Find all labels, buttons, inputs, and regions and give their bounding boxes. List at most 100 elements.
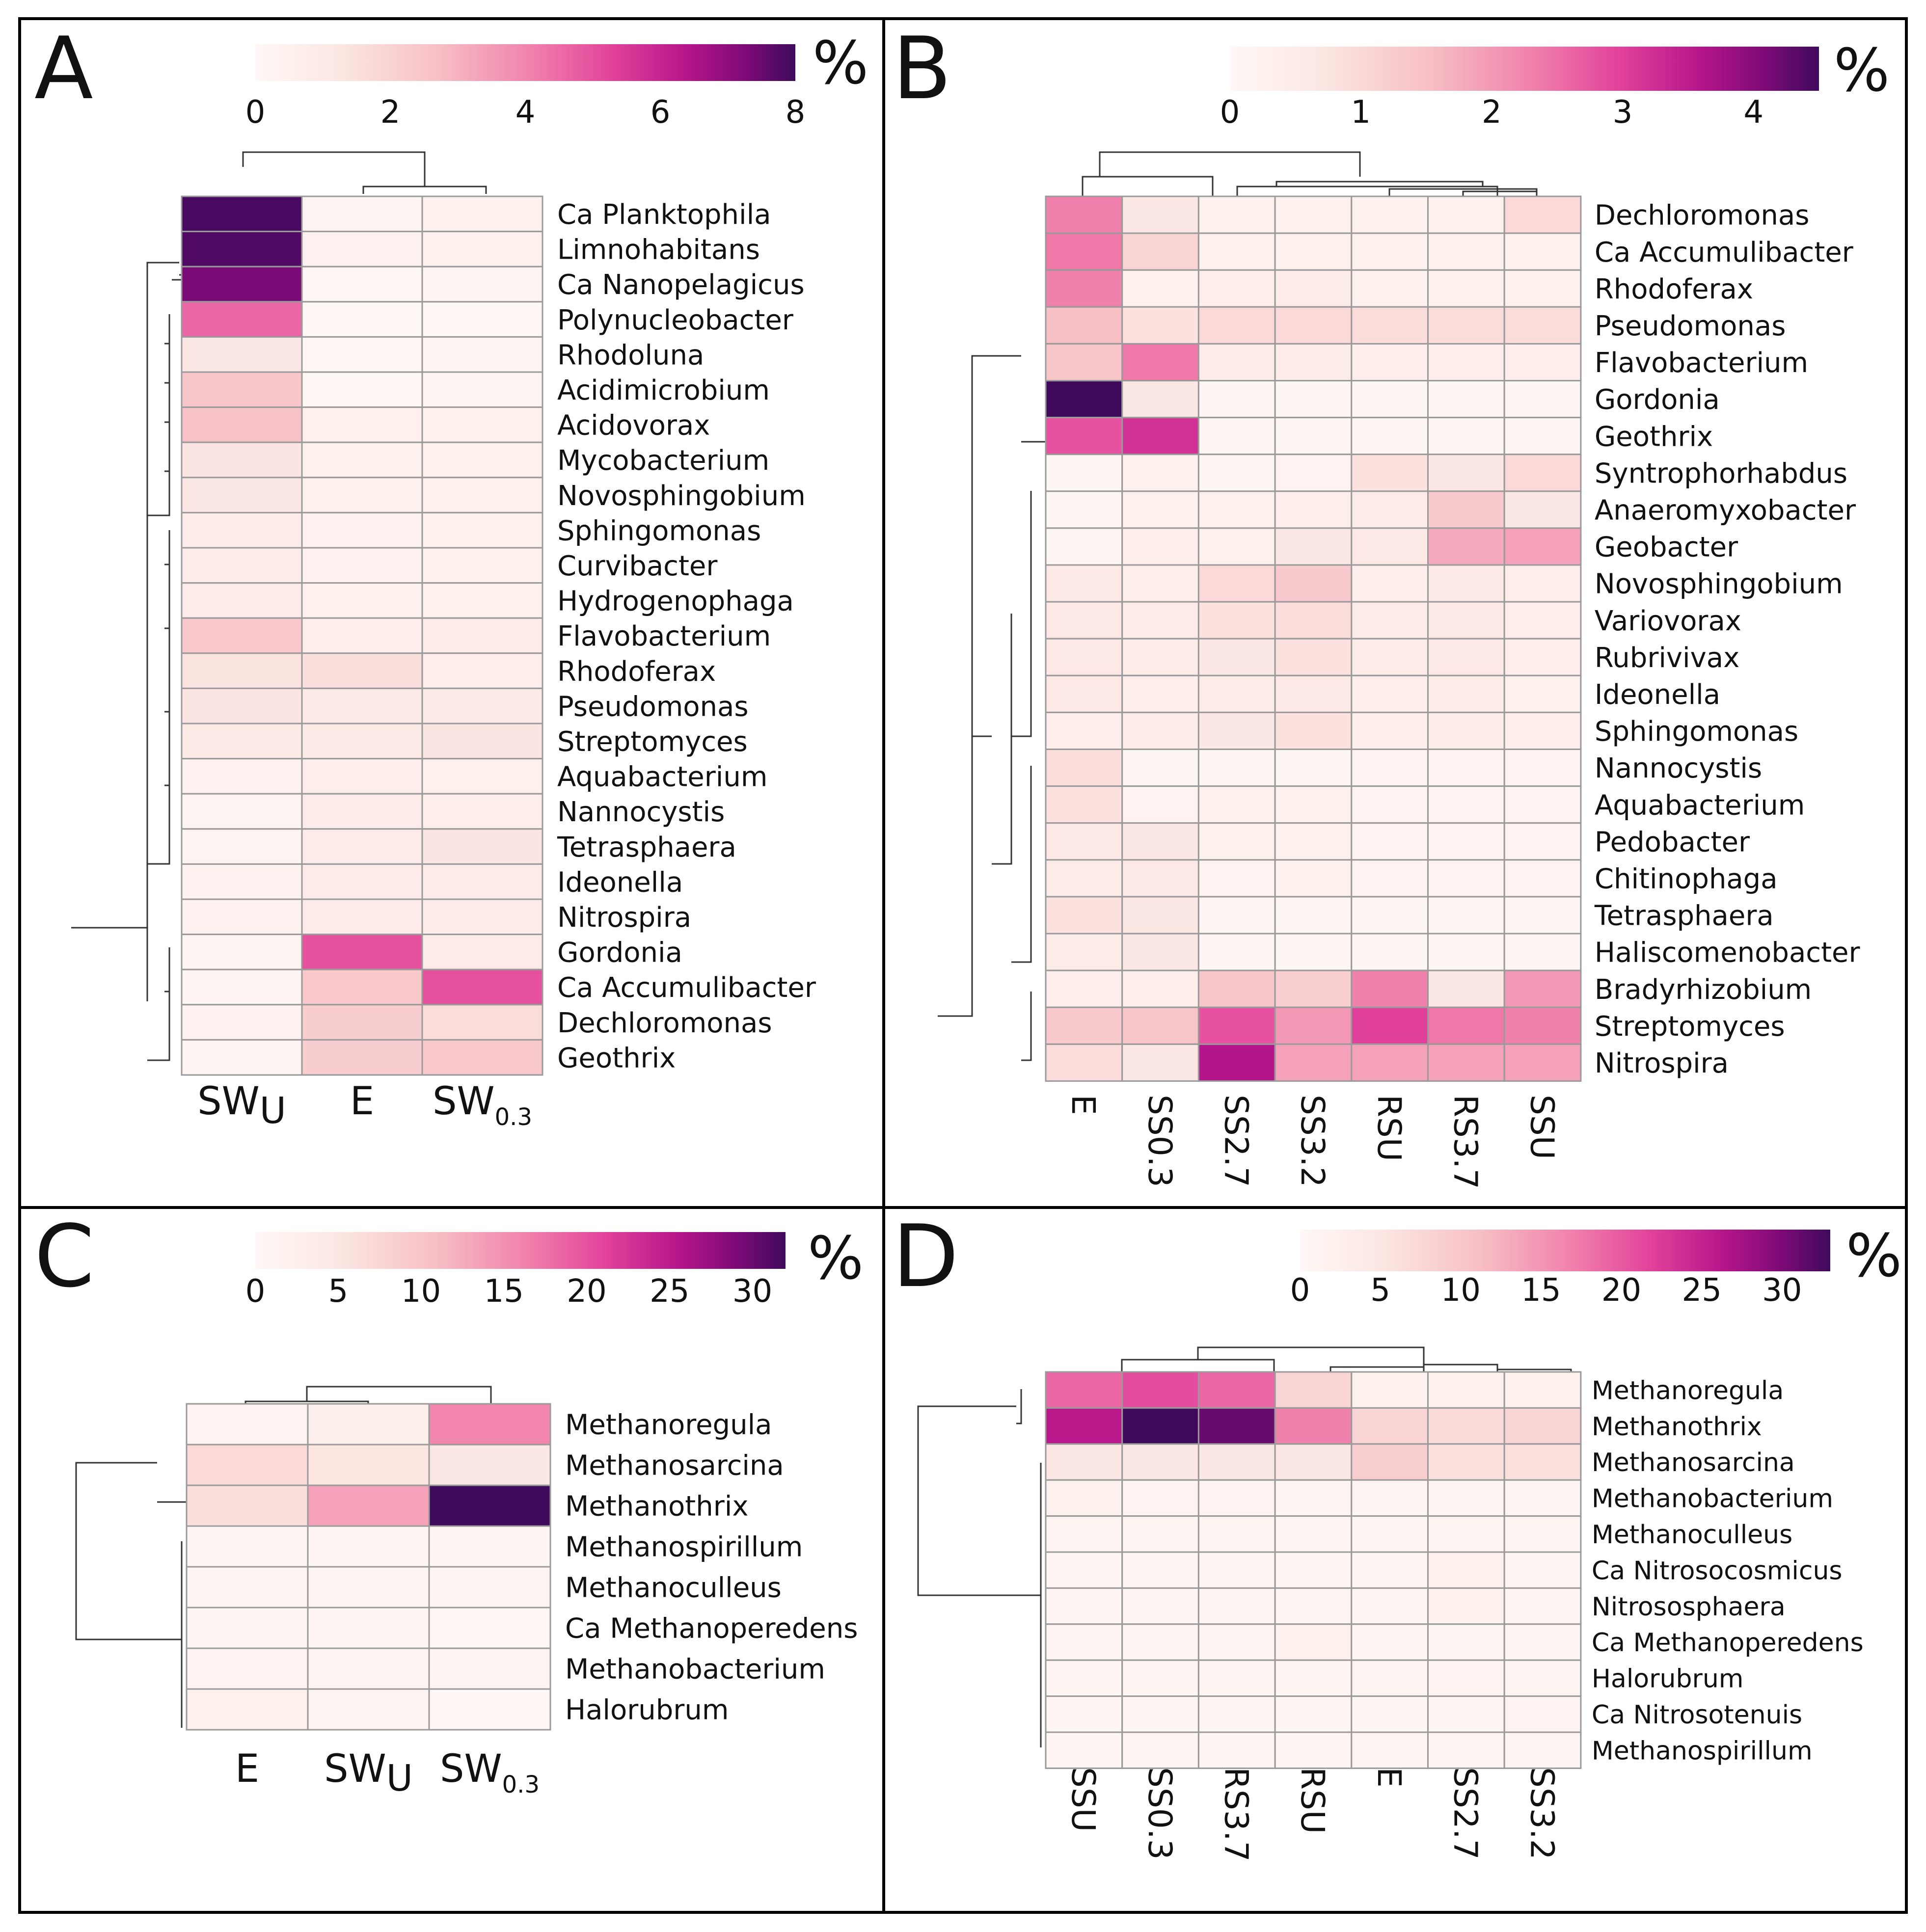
heatmap-cell: [1274, 896, 1353, 935]
heatmap-cell: [1045, 490, 1123, 529]
heatmap-cell: [301, 301, 423, 338]
heatmap-cell: [186, 1566, 309, 1609]
panel-a-dendrograms: [71, 151, 487, 1061]
row-label-ca-nitrosocosmicus: Ca Nitrosocosmicus: [1592, 1556, 1843, 1585]
heatmap-cell: [1121, 601, 1199, 640]
heatmap-cell: [421, 687, 543, 724]
row-label-ca-planktophila: Ca Planktophila: [557, 199, 771, 231]
row-label-rubrivivax: Rubrivivax: [1595, 642, 1739, 674]
heatmap-cell: [181, 863, 303, 900]
heatmap-cell: [1351, 380, 1429, 419]
heatmap-cell: [1274, 195, 1353, 234]
heatmap-cell: [181, 793, 303, 830]
heatmap-cell: [1197, 601, 1276, 640]
heatmap-cell: [301, 828, 423, 865]
heatmap-cell: [1197, 822, 1276, 861]
heatmap-cell: [1045, 1659, 1123, 1697]
heatmap-cell: [1121, 1623, 1199, 1661]
heatmap-cell: [1351, 1371, 1429, 1409]
panel-c-cells: [186, 1403, 551, 1731]
heatmap-cell: [428, 1688, 551, 1731]
heatmap-cell: [1274, 232, 1353, 271]
heatmap-cell: [1503, 896, 1582, 935]
heatmap-cell: [1351, 933, 1429, 971]
heatmap-cell: [1351, 269, 1429, 308]
heatmap-cell: [1351, 638, 1429, 676]
row-label-methanobacterium: Methanobacterium: [1592, 1484, 1833, 1514]
row-label-ca-accumulibacter: Ca Accumulibacter: [557, 972, 816, 1004]
heatmap-cell: [1121, 896, 1199, 935]
panel-b-row-labels: Dechloromonas Ca Accumulibacter Rhodoferax…: [1594, 200, 1861, 1079]
panel-c-scale-ticks: 0 5 10 15 20 25 30: [245, 1273, 773, 1310]
heatmap-cell: [1274, 601, 1353, 640]
heatmap-cell: [301, 793, 423, 830]
heatmap-cell: [1197, 785, 1276, 824]
heatmap-cell: [1045, 527, 1123, 566]
heatmap-cell: [181, 1004, 303, 1041]
heatmap-cell: [1427, 1623, 1505, 1661]
heatmap-cell: [186, 1647, 309, 1690]
panel-c-color-scale: [255, 1232, 786, 1269]
heatmap-cell: [1045, 269, 1123, 308]
heatmap-cell: [1045, 380, 1123, 419]
heatmap-cell: [428, 1525, 551, 1568]
heatmap-cell: [1197, 1006, 1276, 1045]
heatmap-cell: [1427, 638, 1505, 676]
row-label-methanoculleus: Methanoculleus: [1592, 1520, 1792, 1550]
heatmap-cell: [1197, 564, 1276, 603]
scale-tick-label: 4: [515, 94, 536, 131]
heatmap-cell: [1427, 1659, 1505, 1697]
heatmap-cell: [1427, 1551, 1505, 1589]
heatmap-cell: [1274, 564, 1353, 603]
heatmap-cell: [1274, 306, 1353, 345]
heatmap-cell: [301, 582, 423, 619]
heatmap-cell: [1427, 749, 1505, 787]
heatmap-cell: [1427, 969, 1505, 1008]
heatmap-cell: [307, 1647, 430, 1690]
heatmap-cell: [1197, 1587, 1276, 1625]
heatmap-cell: [421, 758, 543, 795]
row-label-geothrix: Geothrix: [557, 1042, 676, 1074]
heatmap-cell: [1427, 232, 1505, 271]
heatmap-cell: [1197, 638, 1276, 676]
heatmap-cell: [1274, 638, 1353, 676]
heatmap-cell: [1503, 1443, 1582, 1481]
heatmap-cell: [428, 1607, 551, 1649]
heatmap-cell: [1351, 564, 1429, 603]
heatmap-cell: [421, 1004, 543, 1041]
heatmap-cell: [1274, 1479, 1353, 1517]
row-label-ideonella: Ideonella: [1595, 679, 1720, 711]
heatmap-cell: [1351, 1443, 1429, 1481]
heatmap-cell: [1045, 1731, 1123, 1769]
heatmap-cell: [1503, 859, 1582, 898]
row-label-ca-nitrosotenuis: Ca Nitrosotenuis: [1592, 1700, 1802, 1730]
scale-tick-label: 1: [1351, 94, 1371, 131]
heatmap-cell: [1274, 490, 1353, 529]
heatmap-cell: [421, 652, 543, 689]
panel-d-dendrograms: [917, 1346, 1572, 1747]
heatmap-cell: [1197, 1551, 1276, 1589]
column-label-swu: SWU: [197, 1079, 286, 1132]
heatmap-cell: [1045, 1443, 1123, 1481]
column-label-ssu: SSU: [1523, 1095, 1561, 1159]
row-label-methanospirillum: Methanospirillum: [1592, 1736, 1813, 1766]
heatmap-cell: [1351, 527, 1429, 566]
heatmap-cell: [181, 441, 303, 479]
heatmap-cell: [1503, 822, 1582, 861]
column-label-rs3-7: RS3.7: [1218, 1767, 1255, 1862]
row-label-ca-methanoperedens: Ca Methanoperedens: [1592, 1628, 1864, 1658]
heatmap-cell: [1045, 1006, 1123, 1045]
heatmap-cell: [1197, 711, 1276, 751]
heatmap-cell: [1045, 711, 1123, 751]
heatmap-cell: [1197, 896, 1276, 935]
scale-tick-label: 30: [732, 1273, 772, 1310]
panel-a-cells: [181, 195, 543, 1076]
row-label-gordonia: Gordonia: [1595, 384, 1720, 416]
heatmap-cell: [1503, 638, 1582, 676]
scale-tick-label: 15: [484, 1273, 524, 1310]
heatmap-cell: [421, 301, 543, 338]
panel-c-unit: %: [808, 1225, 864, 1293]
panel-a-letter: A: [34, 19, 93, 119]
